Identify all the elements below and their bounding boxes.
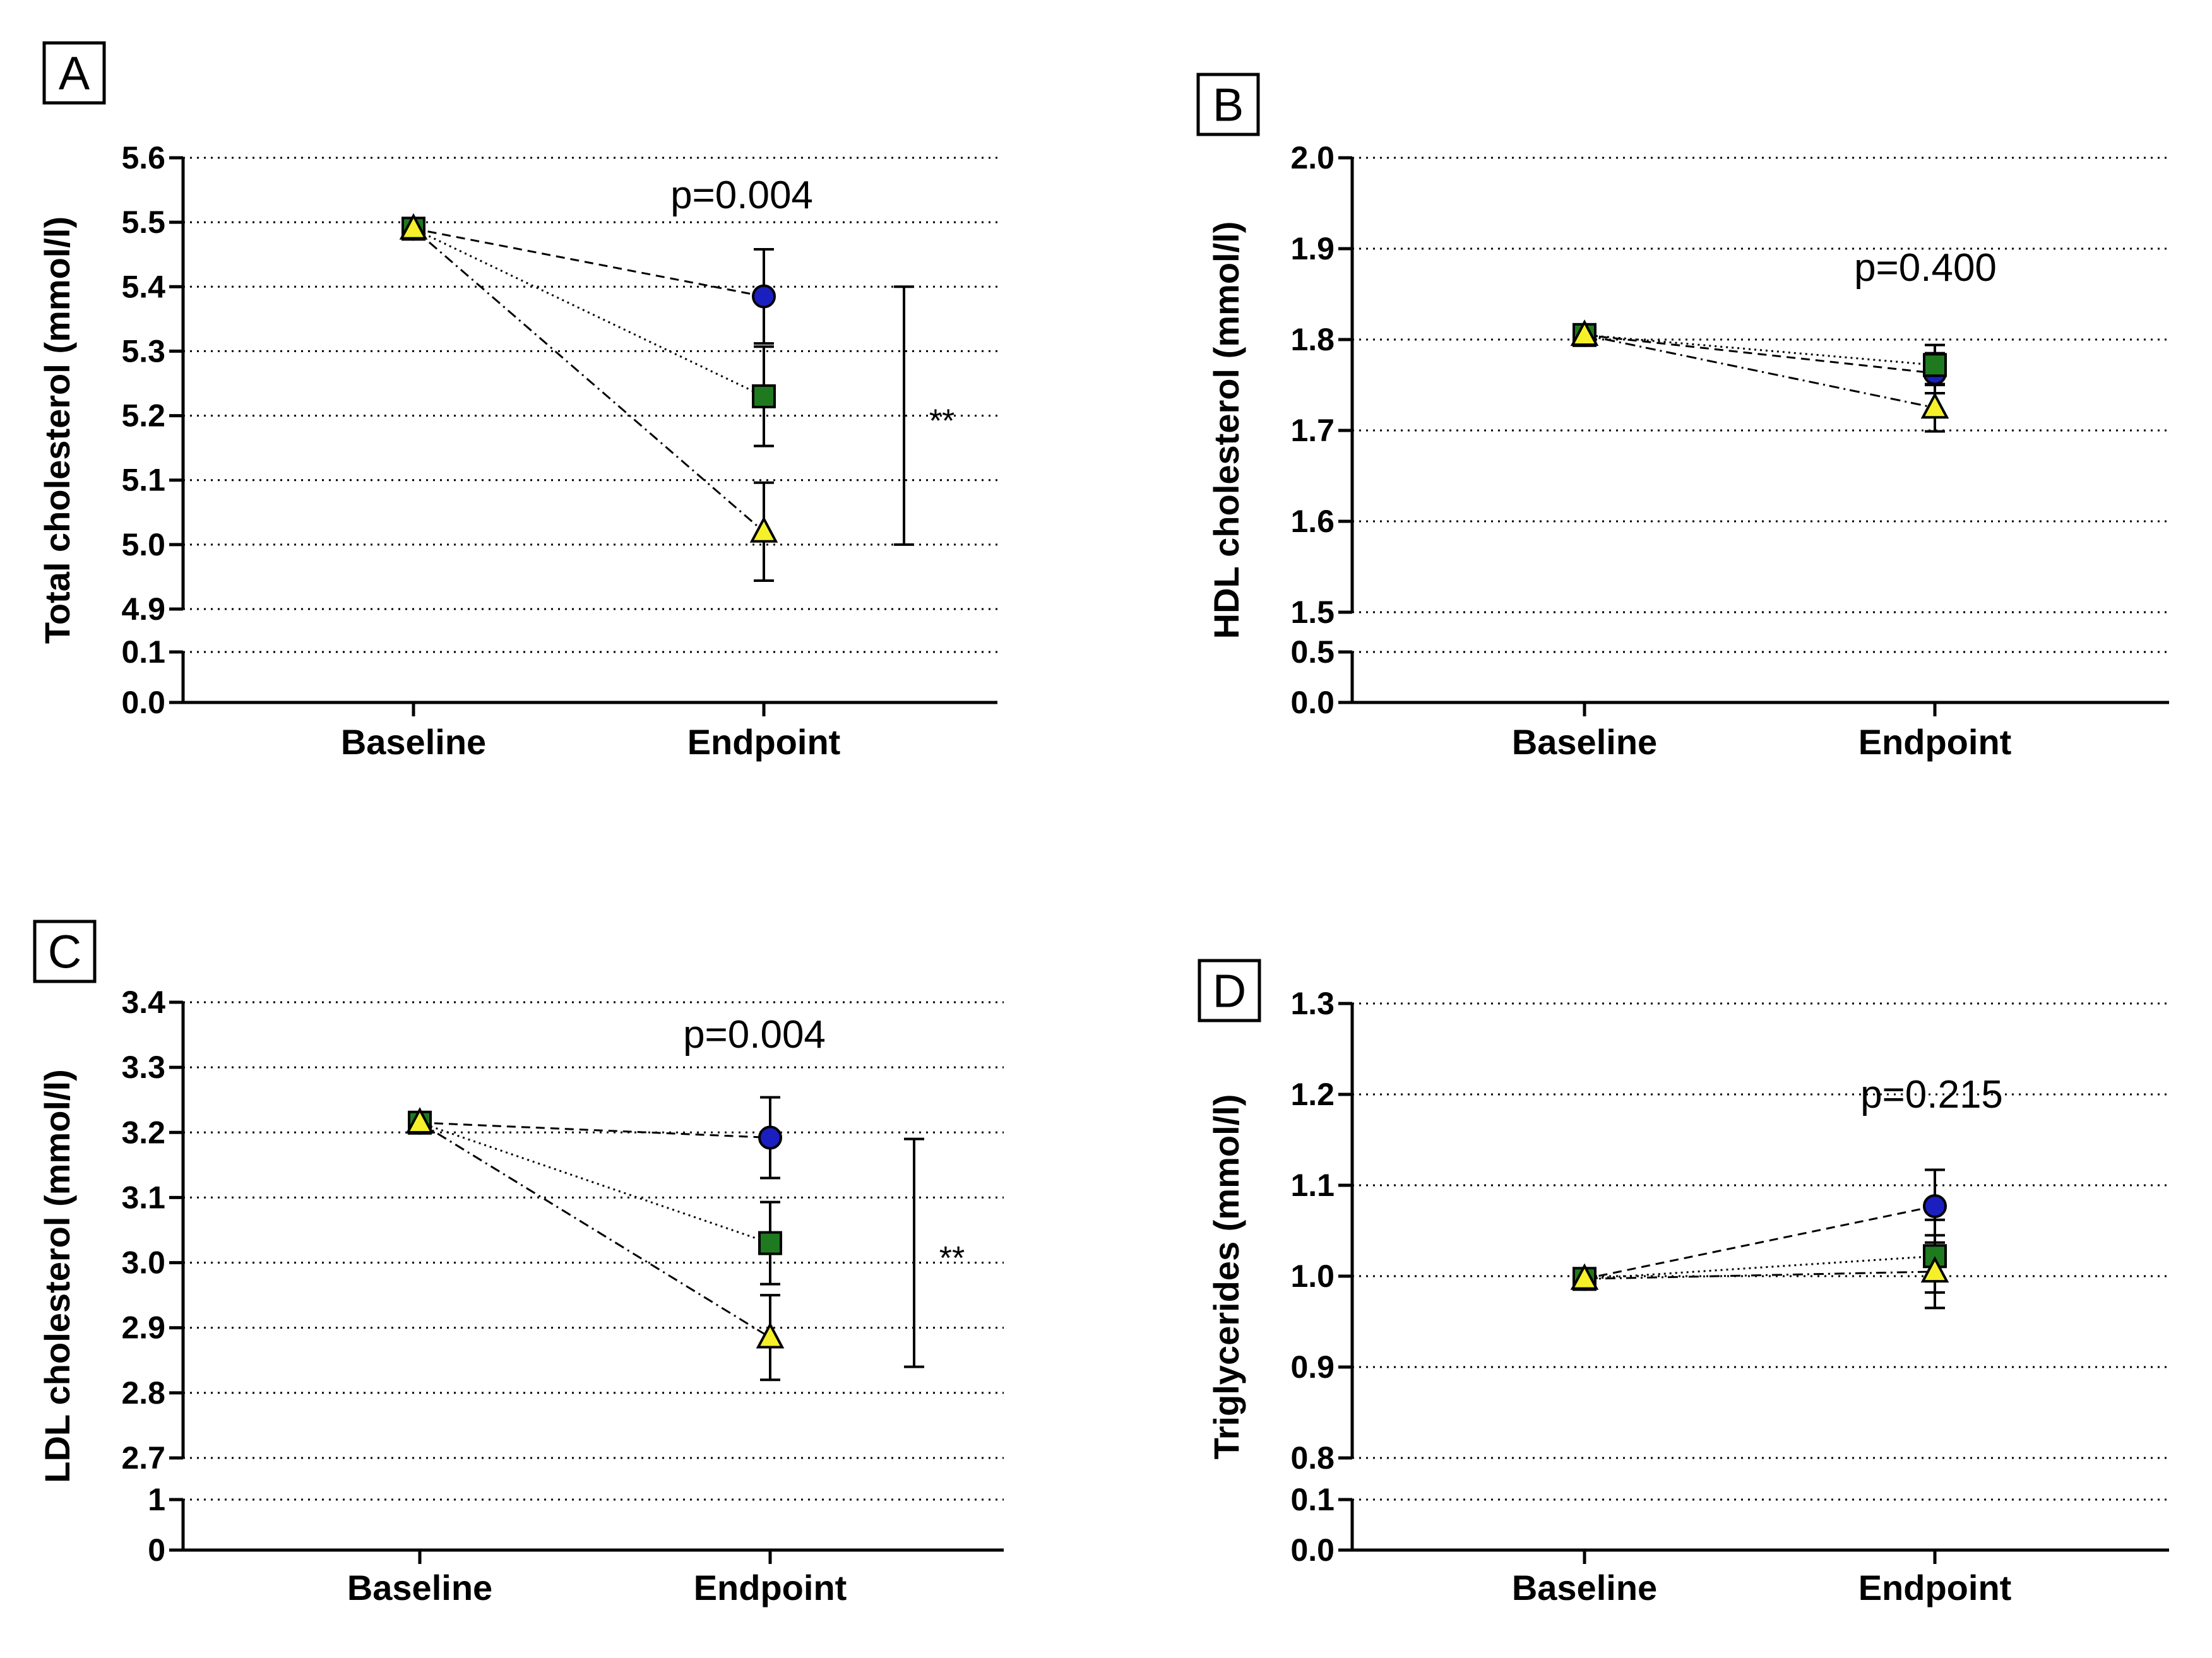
- y-tick-label: 5.0: [121, 527, 165, 562]
- y-tick-label: 0.0: [1290, 685, 1335, 720]
- series-line-triangle: [419, 1122, 771, 1339]
- marker-triangle-endpoint: [756, 1322, 785, 1349]
- panel-letter: C: [48, 926, 81, 978]
- marker-triangle-endpoint: [1920, 392, 1949, 419]
- y-tick-label: 5.4: [121, 269, 165, 304]
- y-tick-label: 3.0: [121, 1245, 165, 1281]
- marker-triangle-endpoint: [749, 516, 778, 543]
- y-tick-label: 1.1: [1290, 1168, 1335, 1203]
- y-tick-label: 1.0: [1290, 1258, 1335, 1294]
- panel-a: 4.9 5.0 5.1 5.2 5.3 5.4 5.5 5.6 0.0 0.1 Baseline En…: [37, 41, 997, 762]
- y-tick-label: 2.8: [121, 1375, 165, 1411]
- p-value: p=0.004: [683, 1013, 826, 1057]
- y-tick-label: 3.3: [121, 1050, 165, 1085]
- y-tick-label: 0.0: [121, 685, 165, 720]
- y-tick-label: 2.0: [1290, 140, 1335, 175]
- y-axis-label: Total cholesterol (mmol/l): [37, 216, 77, 644]
- significance-label: **: [929, 403, 954, 440]
- y-tick-label: 3.4: [121, 985, 165, 1020]
- x-category-label: Endpoint: [1858, 1568, 2012, 1608]
- y-tick-label: 4.9: [121, 591, 165, 627]
- panel-letter-box: [42, 41, 106, 105]
- marker-square-endpoint: [1923, 353, 1947, 377]
- series-line-triangle: [413, 228, 764, 533]
- series-line-square: [1584, 334, 1936, 366]
- y-tick-label: 5.2: [121, 398, 165, 434]
- p-value: p=0.215: [1860, 1073, 2003, 1116]
- panel-letter: A: [59, 47, 90, 100]
- y-tick-label: 1.3: [1290, 986, 1335, 1021]
- panel-d: 0.8 0.9 1.0 1.1 1.2 1.3 0.0 0.1 Baseline Endpoint…: [1198, 959, 2169, 1608]
- panel-letter: D: [1213, 965, 1246, 1017]
- y-tick-label: 1.5: [1290, 595, 1335, 630]
- x-category-label: Baseline: [1512, 722, 1657, 762]
- y-tick-label: 0: [148, 1532, 165, 1568]
- marker-square-endpoint: [752, 384, 776, 408]
- x-category-label: Baseline: [1512, 1568, 1657, 1608]
- y-tick-label: 0.9: [1290, 1349, 1335, 1385]
- significance-label: **: [939, 1240, 965, 1277]
- y-tick-label: 1.2: [1290, 1077, 1335, 1112]
- y-tick-label: 5.5: [121, 204, 165, 240]
- series-line-circle: [1584, 334, 1936, 374]
- marker-triangle-baseline: [405, 1107, 434, 1134]
- panel-letter-box: [33, 920, 97, 983]
- y-tick-label: 0.8: [1290, 1440, 1335, 1476]
- series-line-circle: [413, 227, 764, 298]
- panel-letter: B: [1213, 79, 1244, 131]
- series-line-square: [1584, 1255, 1936, 1280]
- y-axis-label: Triglycerides (mmol/l): [1206, 1094, 1246, 1460]
- series-line-square: [413, 228, 764, 398]
- series-line-circle: [1584, 1205, 1936, 1280]
- marker-circle-endpoint: [758, 1125, 782, 1150]
- y-tick-label: 5.1: [121, 463, 165, 498]
- y-tick-label: 2.9: [121, 1310, 165, 1346]
- series-line-triangle: [1584, 1270, 1936, 1280]
- p-value: p=0.004: [670, 174, 813, 217]
- y-tick-label: 0.0: [1290, 1532, 1335, 1568]
- y-tick-label: 3.1: [121, 1180, 165, 1215]
- x-category-label: Endpoint: [687, 722, 841, 762]
- y-tick-label: 5.6: [121, 140, 165, 175]
- marker-square-endpoint: [758, 1231, 782, 1255]
- y-tick-label: 3.2: [121, 1115, 165, 1150]
- y-axis-label: LDL cholesterol (mmol/l): [37, 1069, 77, 1483]
- series-line-circle: [419, 1122, 771, 1139]
- marker-circle-endpoint: [752, 284, 776, 309]
- y-tick-label: 1.8: [1290, 322, 1335, 357]
- x-category-label: Endpoint: [694, 1568, 847, 1608]
- panel-letter-box: [1198, 959, 1261, 1022]
- marker-triangle-baseline: [1570, 1263, 1599, 1290]
- y-tick-label: 1.7: [1290, 413, 1335, 448]
- marker-triangle-baseline: [1570, 319, 1599, 346]
- y-tick-label: 0.1: [121, 634, 165, 670]
- x-category-label: Endpoint: [1858, 722, 2012, 762]
- y-tick-label: 0.5: [1290, 634, 1335, 670]
- y-tick-label: 0.1: [1290, 1482, 1335, 1517]
- x-category-label: Baseline: [341, 722, 486, 762]
- y-tick-label: 1: [148, 1482, 165, 1517]
- marker-triangle-endpoint: [1920, 1256, 1949, 1283]
- panel-c: 2.7 2.8 2.9 3.0 3.1 3.2 3.3 3.4 0 1 Baseline Endpoi…: [33, 920, 1004, 1608]
- y-tick-label: 1.9: [1290, 231, 1335, 266]
- p-value: p=0.400: [1854, 246, 1997, 290]
- marker-circle-endpoint: [1923, 1194, 1947, 1219]
- y-tick-label: 5.3: [121, 333, 165, 369]
- series-line-triangle: [1584, 334, 1936, 409]
- panel-letter-box: [1196, 73, 1260, 136]
- series-line-square: [419, 1122, 771, 1245]
- panel-b: 1.5 1.6 1.7 1.8 1.9 2.0 0.0 0.5 Baseline Endpoint…: [1196, 73, 2169, 762]
- x-category-label: Baseline: [347, 1568, 492, 1608]
- y-tick-label: 2.7: [121, 1440, 165, 1476]
- y-tick-label: 1.6: [1290, 504, 1335, 539]
- y-axis-label: HDL cholesterol (mmol/l): [1206, 222, 1246, 639]
- marker-triangle-baseline: [399, 213, 428, 240]
